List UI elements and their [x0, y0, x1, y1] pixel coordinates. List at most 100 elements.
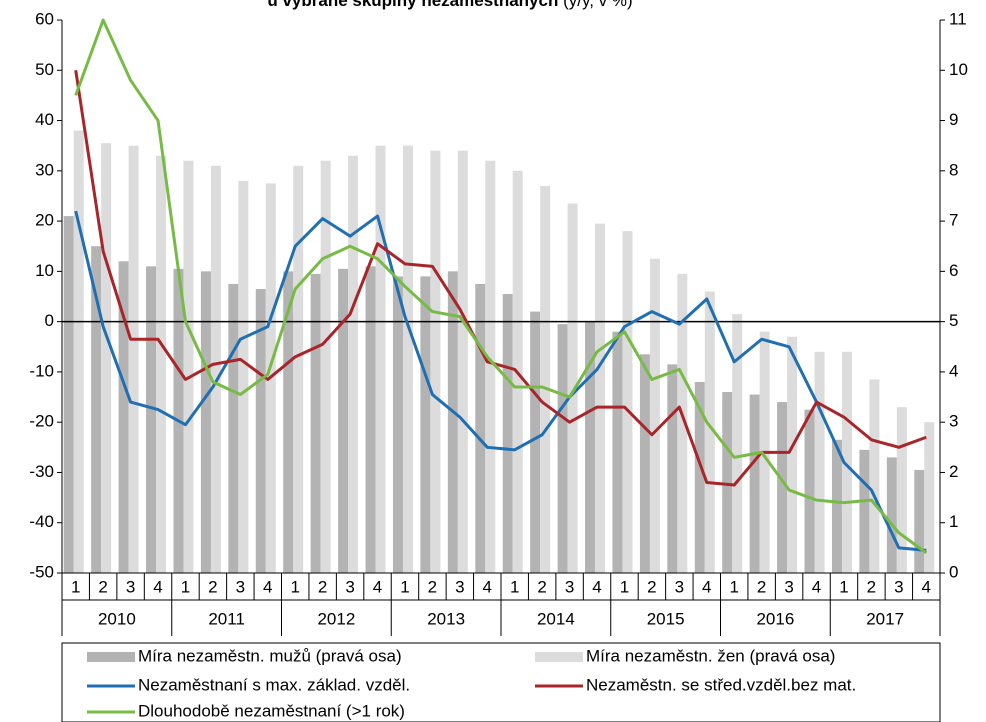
bar — [392, 276, 403, 573]
y-tick-label: -20 — [29, 412, 54, 431]
legend-swatch — [535, 652, 583, 662]
y-tick-label: 40 — [35, 110, 54, 129]
year-label: 2017 — [866, 609, 904, 628]
y2-tick-label: 11 — [949, 9, 967, 28]
bar — [457, 150, 468, 573]
bar — [365, 266, 376, 573]
x-tick-label: 3 — [236, 577, 245, 596]
x-tick-label: 4 — [153, 577, 162, 596]
x-tick-label: 2 — [647, 577, 656, 596]
year-label: 2014 — [537, 609, 575, 628]
y-tick-label: 10 — [35, 261, 54, 280]
x-tick-label: 4 — [702, 577, 711, 596]
y2-tick-label: 6 — [949, 261, 958, 280]
x-tick-label: 1 — [400, 577, 409, 596]
legend-label: Nezaměstnaní s max. základ. vzděl. — [138, 675, 410, 694]
bar — [348, 155, 359, 573]
x-tick-label: 1 — [729, 577, 738, 596]
title: u vybrané skupiny nezaměstnaných — [267, 0, 558, 10]
bar — [502, 293, 513, 573]
y-tick-label: -30 — [29, 462, 54, 481]
year-label: 2013 — [427, 609, 465, 628]
bar — [612, 331, 623, 573]
bar — [557, 324, 568, 573]
bar — [567, 203, 578, 573]
x-tick-label: 1 — [510, 577, 519, 596]
year-label: 2016 — [756, 609, 794, 628]
y2-tick-label: 2 — [949, 462, 958, 481]
y2-tick-label: 10 — [949, 60, 968, 79]
x-tick-label: 1 — [290, 577, 299, 596]
bar — [156, 155, 167, 573]
bar — [430, 150, 441, 573]
bar — [585, 321, 596, 573]
bar — [310, 273, 321, 573]
bar — [722, 392, 733, 573]
y2-tick-label: 3 — [949, 412, 958, 431]
subtitle: (y/y, v %) — [563, 0, 633, 10]
bar — [787, 336, 798, 573]
bar — [924, 422, 935, 573]
bar — [886, 457, 897, 573]
bar — [447, 271, 458, 573]
y-tick-label: 20 — [35, 211, 54, 230]
legend-box — [61, 642, 941, 722]
x-tick-label: 1 — [620, 577, 629, 596]
bar — [420, 276, 431, 573]
bar — [622, 231, 633, 574]
legend-label: Míra nezaměstn. žen (pravá osa) — [586, 646, 835, 665]
y-tick-label: -50 — [29, 562, 54, 581]
bar — [293, 165, 304, 574]
bar — [595, 223, 606, 573]
y2-tick-label: 0 — [949, 562, 958, 581]
bar — [841, 351, 852, 573]
y2-tick-label: 8 — [949, 160, 958, 179]
legend-swatch — [87, 652, 135, 662]
year-label: 2011 — [208, 609, 245, 628]
x-tick-label: 2 — [867, 577, 876, 596]
bar — [485, 160, 496, 573]
x-tick-label: 4 — [373, 577, 382, 596]
bar — [732, 314, 743, 573]
x-tick-label: 1 — [839, 577, 848, 596]
bar — [146, 266, 157, 573]
bar — [914, 469, 925, 573]
bar — [869, 379, 880, 573]
bar — [777, 402, 788, 573]
x-tick-label: 3 — [894, 577, 903, 596]
bar — [375, 145, 386, 573]
x-tick-label: 2 — [757, 577, 766, 596]
x-tick-label: 3 — [565, 577, 574, 596]
x-tick-label: 3 — [345, 577, 354, 596]
year-label: 2015 — [647, 609, 685, 628]
bar — [749, 394, 760, 573]
bar — [677, 273, 688, 573]
bar — [255, 288, 266, 573]
y-tick-label: 0 — [45, 311, 54, 330]
x-tick-label: 3 — [126, 577, 135, 596]
x-tick-label: 4 — [922, 577, 931, 596]
x-tick-label: 4 — [263, 577, 272, 596]
x-tick-label: 1 — [71, 577, 80, 596]
year-label: 2010 — [98, 609, 136, 628]
x-tick-label: 3 — [675, 577, 684, 596]
bar — [704, 291, 715, 573]
bar — [530, 311, 541, 573]
bar — [639, 354, 650, 573]
y2-tick-label: 5 — [949, 311, 958, 330]
y-tick-label: -10 — [29, 361, 54, 380]
y-tick-label: -40 — [29, 512, 54, 531]
y-tick-label: 50 — [35, 60, 54, 79]
x-tick-label: 4 — [812, 577, 821, 596]
bar — [804, 409, 815, 573]
bar — [320, 160, 331, 573]
bar — [228, 283, 239, 573]
x-tick-label: 4 — [592, 577, 601, 596]
bar — [475, 283, 486, 573]
bar — [118, 261, 129, 573]
x-tick-label: 2 — [537, 577, 546, 596]
bar — [694, 381, 705, 573]
x-tick-label: 3 — [455, 577, 464, 596]
bar — [649, 258, 660, 573]
